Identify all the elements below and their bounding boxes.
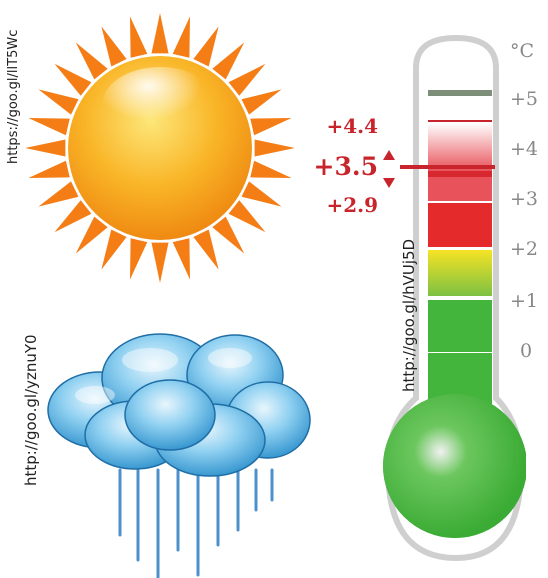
reading-current: +3.5	[313, 152, 378, 181]
up-arrow-icon	[383, 150, 395, 160]
rain-cloud-icon	[47, 333, 311, 578]
sun-ray	[54, 200, 92, 233]
sun-ray	[228, 200, 266, 233]
sun-ray	[193, 229, 219, 270]
thermometer-icon	[383, 34, 526, 562]
sun-ray	[25, 139, 66, 157]
sun-ray	[241, 181, 282, 207]
sun-ray	[28, 160, 70, 178]
sun-ray	[241, 89, 282, 115]
reading-marker	[383, 150, 495, 188]
unit-label: °C	[510, 40, 535, 62]
sun-ray	[250, 160, 292, 178]
sun-ray	[28, 118, 70, 136]
sun-icon	[25, 13, 295, 283]
sun-ray	[151, 242, 169, 283]
sun-ray	[38, 89, 79, 115]
scale-label-1: +1	[510, 290, 539, 312]
sun-ray	[54, 63, 92, 96]
sun-ray	[101, 229, 127, 270]
reading-lower: +2.9	[326, 193, 378, 217]
down-arrow-icon	[383, 178, 395, 188]
scale-label-3: +3	[510, 188, 539, 210]
sun-ray	[130, 16, 148, 58]
scale-label-0: 0	[520, 340, 533, 362]
sun-credit-url: https://goo.gl/llT5Wc	[6, 29, 21, 164]
sun-ray	[250, 118, 292, 136]
sun-ray	[172, 238, 190, 280]
reading-upper: +4.4	[326, 114, 378, 138]
thermometer-credit-url: http://goo.gl/hVUj5D	[400, 238, 418, 392]
sun-ray	[38, 181, 79, 207]
sun-ray	[212, 42, 245, 80]
sun-ray	[151, 13, 169, 54]
sun-ray	[193, 26, 219, 67]
sun-ray	[75, 42, 108, 80]
sun-ray	[254, 139, 295, 157]
cloud-credit-url: http://goo.gl/yznuY0	[22, 334, 40, 486]
sun-ray	[228, 63, 266, 96]
scale-label-5: +5	[510, 88, 539, 110]
sun-ray	[172, 16, 190, 58]
scale-label-2: +2	[510, 238, 539, 260]
sun-ray	[75, 216, 108, 254]
sun-ray	[212, 216, 245, 254]
sun-ray	[101, 26, 127, 67]
sun-ray	[130, 238, 148, 280]
scale-label-4: +4	[510, 138, 539, 160]
